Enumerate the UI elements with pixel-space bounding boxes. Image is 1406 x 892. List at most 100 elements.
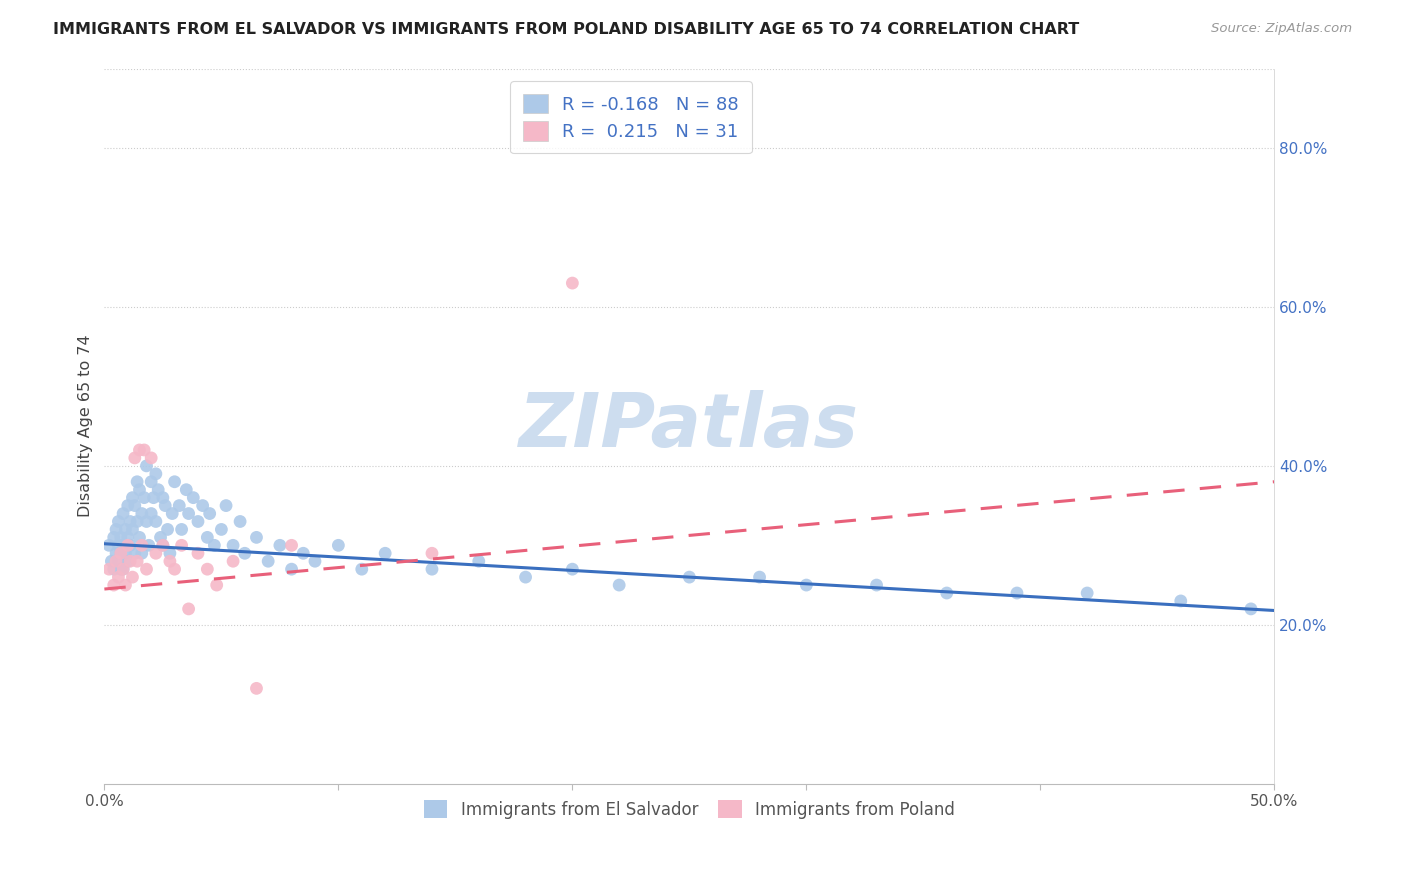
Point [215,499,238,513]
Point [468,554,491,568]
Point [135,562,157,576]
Point [105,554,128,568]
Point [141,475,163,489]
Point [121,491,143,505]
Point [280,538,302,552]
Point [110,562,132,576]
Point [155,499,177,513]
Text: Source: ZipAtlas.com: Source: ZipAtlas.com [1212,22,1353,36]
Point [131,546,153,560]
Point [107,538,129,552]
Point [117,554,139,568]
Point [561,562,583,576]
Point [245,530,267,544]
Point [145,467,167,481]
Point [515,570,537,584]
Point [112,562,135,576]
Point [222,538,245,552]
Point [112,538,135,552]
Point [607,578,630,592]
Point [195,562,218,576]
Point [328,538,350,552]
Point [174,483,197,497]
Point [141,507,163,521]
Point [269,538,291,552]
Point [156,523,179,537]
Point [159,546,181,560]
Point [107,515,129,529]
Point [935,586,957,600]
Point [98,562,121,576]
Point [561,276,583,290]
Point [117,538,139,552]
Legend: Immigrants from El Salvador, Immigrants from Poland: Immigrants from El Salvador, Immigrants … [418,794,962,825]
Point [117,499,139,513]
Point [145,515,167,529]
Point [127,554,149,568]
Point [103,578,125,592]
Point [110,546,132,560]
Point [152,538,174,552]
Point [112,562,135,576]
Point [167,499,190,513]
Point [245,681,267,696]
Text: ZIPatlas: ZIPatlas [519,390,859,463]
Point [114,546,136,560]
Point [205,578,228,592]
Point [142,491,165,505]
Y-axis label: Disability Age 65 to 74: Disability Age 65 to 74 [79,334,93,517]
Point [141,450,163,465]
Point [127,515,149,529]
Point [152,491,174,505]
Point [177,602,200,616]
Point [233,546,256,560]
Point [135,515,157,529]
Point [1005,586,1028,600]
Point [257,554,280,568]
Point [163,562,186,576]
Point [187,546,209,560]
Text: IMMIGRANTS FROM EL SALVADOR VS IMMIGRANTS FROM POLAND DISABILITY AGE 65 TO 74 CO: IMMIGRANTS FROM EL SALVADOR VS IMMIGRANT… [53,22,1080,37]
Point [128,442,150,457]
Point [128,483,150,497]
Point [796,578,818,592]
Point [865,578,887,592]
Point [1240,602,1263,616]
Point [134,491,156,505]
Point [420,562,443,576]
Point [100,554,122,568]
Point [162,507,184,521]
Point [124,546,146,560]
Point [138,538,160,552]
Point [170,523,193,537]
Point [103,530,125,544]
Point [120,515,142,529]
Point [177,507,200,521]
Point [222,554,245,568]
Point [121,523,143,537]
Point [159,554,181,568]
Point [124,499,146,513]
Point [117,530,139,544]
Point [1170,594,1192,608]
Point [374,546,396,560]
Point [114,523,136,537]
Point [149,530,172,544]
Point [105,523,128,537]
Point [198,507,221,521]
Point [134,442,156,457]
Point [191,499,214,513]
Point [1076,586,1098,600]
Point [280,562,302,576]
Point [292,546,315,560]
Point [678,570,700,584]
Point [121,570,143,584]
Point [229,515,252,529]
Point [128,530,150,544]
Point [114,578,136,592]
Point [98,538,121,552]
Point [127,475,149,489]
Point [420,546,443,560]
Point [152,538,174,552]
Point [112,507,135,521]
